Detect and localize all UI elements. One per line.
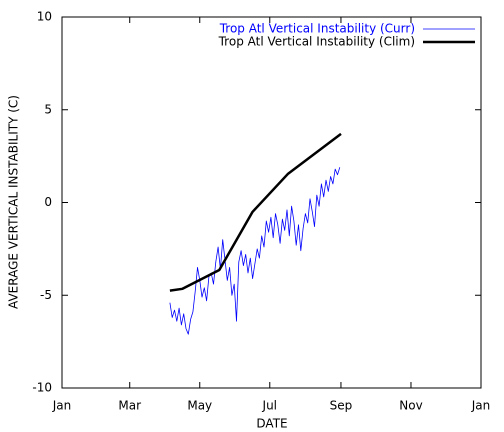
legend-label: Trop Atl Vertical Instability (Clim) [218,35,415,49]
x-tick-label: Nov [399,399,422,413]
y-tick-label: 10 [37,10,52,24]
series-line [169,132,342,292]
y-axis-label: AVERAGE VERTICAL INSTABILITY (C) [7,95,21,309]
x-axis-label: DATE [256,417,287,431]
plot-frame [61,16,482,389]
x-tick-label: Jul [262,399,277,413]
y-tick-label: -5 [40,288,52,302]
x-tick-label: Jan [52,399,72,413]
y-tick-label: 0 [44,195,52,209]
y-tick-label: 5 [44,102,52,116]
x-tick-label: May [187,399,212,413]
y-tick-label: -10 [32,381,52,395]
x-tick-label: Mar [118,399,141,413]
legend-label: Trop Atl Vertical Instability (Curr) [219,22,415,36]
x-tick-label: Jan [471,399,491,413]
x-tick-label: Sep [330,399,353,413]
series-line [169,167,341,335]
